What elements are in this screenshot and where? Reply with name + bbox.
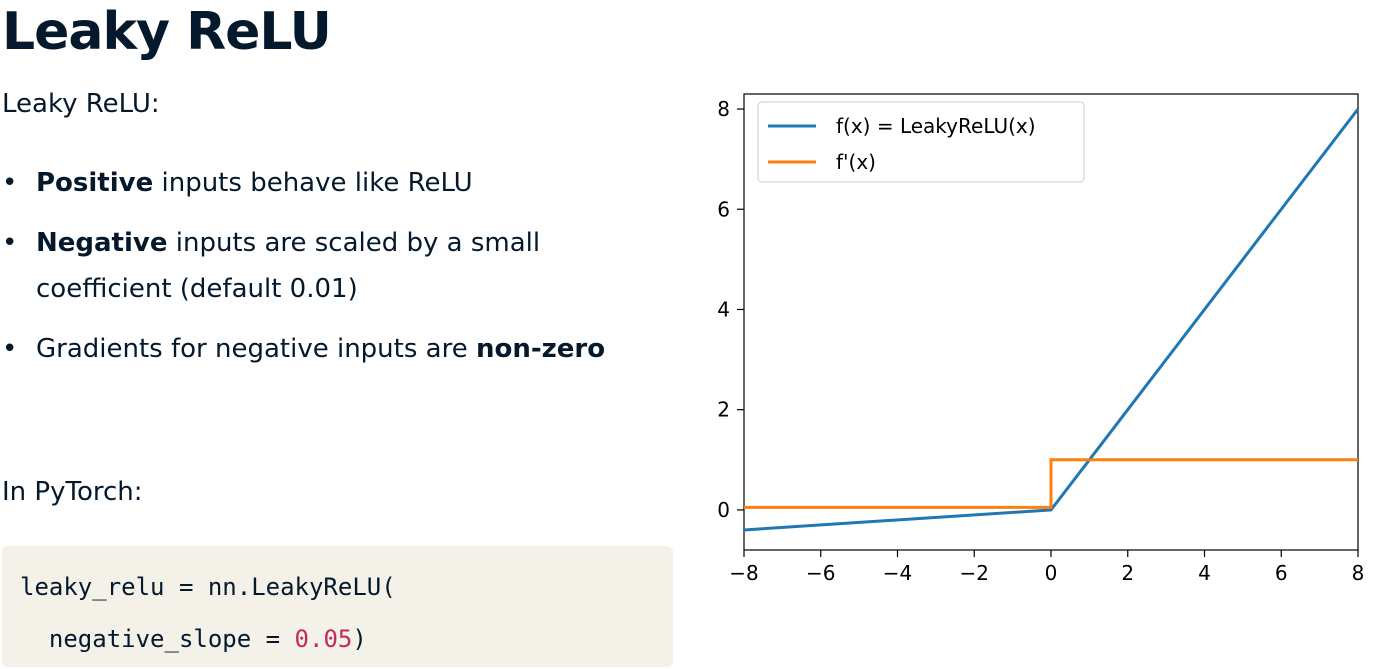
x-tick-label: −2 xyxy=(960,561,989,585)
code-text: leaky_relu = nn.LeakyReLU( negative_slop… xyxy=(20,561,396,665)
y-tick-label: 0 xyxy=(717,498,730,522)
x-tick-label: 6 xyxy=(1275,561,1288,585)
code-block: leaky_relu = nn.LeakyReLU( negative_slop… xyxy=(2,546,673,667)
x-tick-label: 2 xyxy=(1121,561,1134,585)
legend-label-0: f(x) = LeakyReLU(x) xyxy=(836,114,1036,138)
y-tick-label: 8 xyxy=(717,97,730,121)
code-line-2-suffix: ) xyxy=(352,625,367,653)
bullet-bold: non-zero xyxy=(475,334,606,364)
y-tick-label: 2 xyxy=(717,398,730,422)
x-tick-label: −8 xyxy=(729,561,758,585)
pytorch-label: In PyTorch: xyxy=(2,477,143,507)
bullet-positive: Positive inputs behave like ReLU xyxy=(0,160,680,206)
x-tick-label: 8 xyxy=(1352,561,1365,585)
code-line-1: leaky_relu = nn.LeakyReLU( xyxy=(20,573,396,601)
x-tick-label: −4 xyxy=(883,561,912,585)
legend-box xyxy=(757,101,1085,183)
y-tick-label: 4 xyxy=(717,297,730,321)
series-line-0 xyxy=(743,108,1360,532)
code-number: 0.05 xyxy=(294,625,353,653)
series-line-1 xyxy=(744,458,1358,509)
x-tick-label: 0 xyxy=(1045,561,1058,585)
x-tick-label: 4 xyxy=(1198,561,1211,585)
legend-label-1: f'(x) xyxy=(836,150,876,174)
bullet-text: inputs are scaled by a small coefficient… xyxy=(36,228,541,304)
code-line-2-prefix: negative_slope = xyxy=(20,625,295,653)
x-tick-label: −6 xyxy=(806,561,835,585)
slide-subtitle: Leaky ReLU: xyxy=(2,89,160,119)
bullet-bold: Negative xyxy=(36,228,168,258)
y-tick-label: 6 xyxy=(717,197,730,221)
slide-title: Leaky ReLU xyxy=(2,2,332,62)
bullet-list: Positive inputs behave like ReLU Negativ… xyxy=(0,160,680,386)
leaky-relu-chart: −8 −6 −4 −2 0 2 4 6 8 0 2 4 6 8 f(x) = LeakyReLU(x) f'(… xyxy=(717,93,1365,585)
bullet-negative: Negative inputs are scaled by a small co… xyxy=(0,220,680,312)
bullet-gradients: Gradients for negative inputs are non-ze… xyxy=(0,326,680,372)
bullet-text: inputs behave like ReLU xyxy=(153,168,473,198)
bullet-text: Gradients for negative inputs are xyxy=(36,334,476,364)
bullet-bold: Positive xyxy=(36,168,154,198)
